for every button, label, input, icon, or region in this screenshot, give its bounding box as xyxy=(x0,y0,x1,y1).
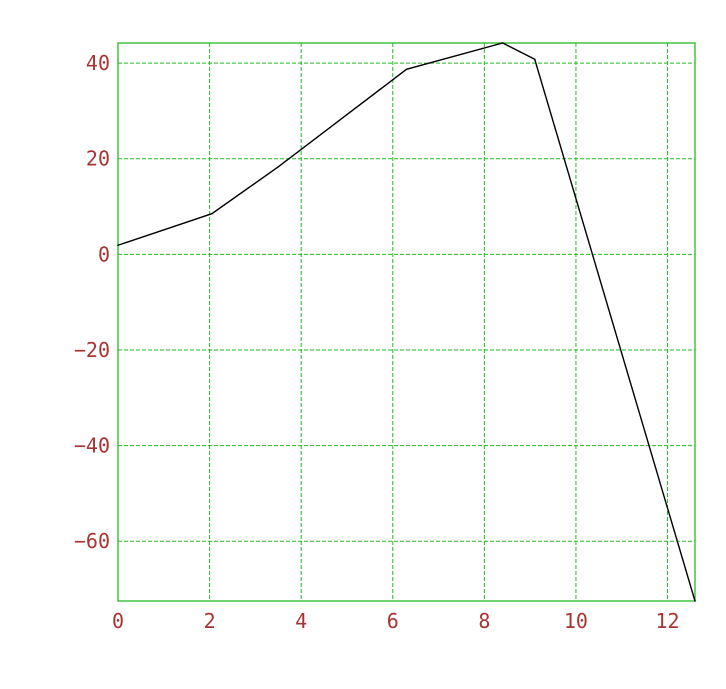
data-point xyxy=(277,166,280,168)
x-tick-label: 8 xyxy=(478,609,490,633)
y-tick-label: 20 xyxy=(86,147,110,171)
plot-frame xyxy=(117,42,696,602)
y-tick-label: 0 xyxy=(98,242,110,266)
data-point xyxy=(501,42,504,44)
grid xyxy=(117,43,695,601)
x-axis-ticks: 0 2 4 6 8 10 12 xyxy=(112,609,680,633)
data-point xyxy=(117,244,119,247)
data-point xyxy=(405,68,408,71)
y-tick-label: −40 xyxy=(74,434,110,458)
x-tick-label: 12 xyxy=(655,609,679,633)
x-tick-label: 4 xyxy=(295,609,307,633)
data-point xyxy=(533,58,536,61)
x-tick-label: 10 xyxy=(564,609,588,633)
data-point xyxy=(211,212,213,215)
y-tick-label: −20 xyxy=(74,338,110,362)
y-tick-label: 40 xyxy=(86,51,110,75)
x-tick-label: 2 xyxy=(204,609,216,633)
y-tick-label: −60 xyxy=(74,529,110,553)
series-line xyxy=(117,42,696,602)
x-tick-label: 6 xyxy=(387,609,399,633)
series-group xyxy=(117,42,696,602)
x-tick-label: 0 xyxy=(112,609,124,633)
y-axis-ticks: 40 20 0 −20 −40 −60 xyxy=(74,51,110,553)
data-point xyxy=(694,600,696,602)
